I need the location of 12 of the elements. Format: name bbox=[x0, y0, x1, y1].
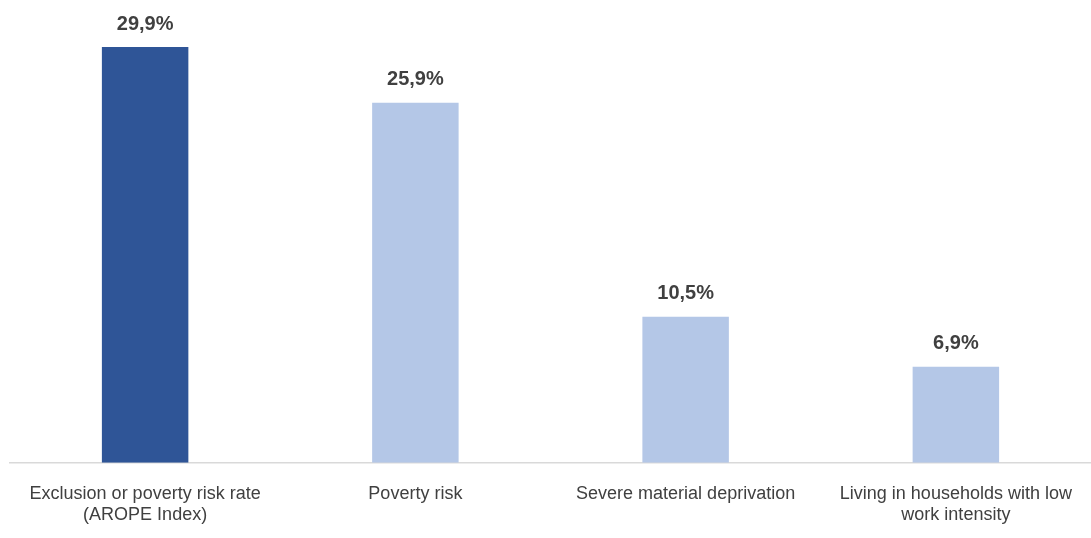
bar bbox=[101, 47, 189, 463]
bar bbox=[372, 102, 459, 463]
bar bbox=[912, 366, 1000, 463]
data-label: 29,9% bbox=[116, 11, 174, 34]
bar bbox=[642, 316, 729, 463]
x-tick-label: Exclusion or poverty risk rate (AROPE Index) bbox=[29, 482, 261, 525]
x-tick-label: Poverty risk bbox=[368, 482, 464, 503]
data-label: 10,5% bbox=[657, 281, 715, 304]
x-tick-label: Living in households with low work intensity bbox=[839, 482, 1073, 525]
data-label: 25,9% bbox=[387, 67, 444, 90]
x-tick-label: Severe material deprivation bbox=[576, 482, 796, 503]
data-label: 6,9% bbox=[933, 331, 979, 354]
